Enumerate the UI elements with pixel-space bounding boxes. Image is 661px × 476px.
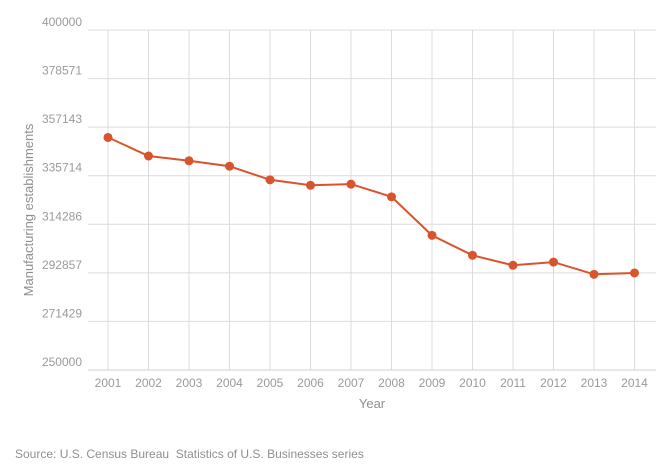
data-point[interactable] [306, 180, 315, 190]
data-point[interactable] [468, 250, 477, 260]
y-axis-title: Manufacturing establishments [21, 123, 36, 296]
y-tick-labels: 400000 378571 357143 335714 314286 292857 2714… [42, 15, 82, 369]
data-point[interactable] [427, 230, 437, 240]
x-tick-label: 2011 [500, 376, 526, 390]
y-tick-label: 271429 [42, 306, 82, 320]
x-tick-label: 2005 [257, 376, 284, 390]
x-tick-label: 2004 [216, 376, 243, 390]
x-tick-label: 2010 [459, 376, 486, 390]
x-axis-title: Year [359, 396, 386, 411]
data-point[interactable] [184, 156, 194, 166]
series-line [107, 136, 635, 276]
data-points [103, 132, 639, 279]
data-point[interactable] [387, 192, 396, 202]
x-tick-label: 2006 [297, 376, 324, 390]
gridlines [88, 29, 656, 371]
x-tick-label: 2008 [378, 376, 405, 390]
source-note: Source: U.S. Census Bureau Statistics of… [15, 447, 364, 461]
x-tick-label: 2002 [135, 376, 162, 390]
y-tick-label: 400000 [42, 15, 82, 29]
data-point[interactable] [589, 269, 599, 279]
data-point[interactable] [144, 151, 153, 161]
x-tick-label: 2014 [621, 376, 648, 390]
x-tick-label: 2001 [95, 376, 122, 390]
y-tick-label: 250000 [42, 355, 82, 369]
data-point[interactable] [630, 268, 639, 278]
y-tick-label: 292857 [42, 258, 82, 272]
x-tick-labels: 2001 2002 2003 2004 2005 2006 2007 2008 2009 2010… [95, 376, 649, 390]
x-tick-label: 2013 [581, 376, 608, 390]
x-tick-label: 2003 [176, 376, 203, 390]
y-tick-label: 314286 [42, 209, 82, 223]
x-tick-label: 2007 [338, 376, 365, 390]
x-tick-label: 2012 [540, 376, 567, 390]
data-point[interactable] [549, 257, 558, 267]
y-tick-label: 378571 [42, 64, 82, 78]
data-point[interactable] [103, 132, 113, 142]
data-point[interactable] [265, 175, 275, 185]
data-point[interactable] [225, 161, 234, 171]
x-tick-label: 2009 [419, 376, 446, 390]
data-point[interactable] [346, 179, 356, 189]
y-tick-label: 357143 [42, 112, 82, 126]
data-point[interactable] [508, 260, 518, 270]
y-tick-label: 335714 [42, 161, 82, 175]
